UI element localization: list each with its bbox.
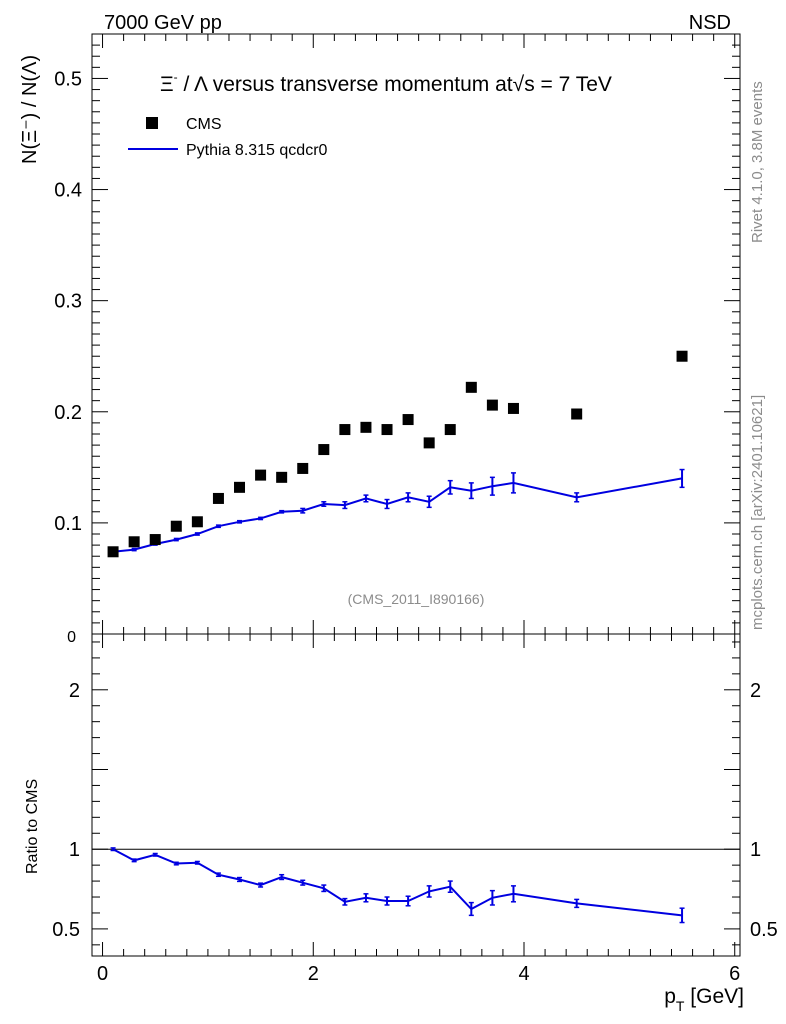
x-axis-label: pT [GeV]: [664, 985, 744, 1014]
plot-title: Ξ- / Λ versus transverse momentum at√s =…: [160, 70, 612, 96]
ratio-axis-ticks: [92, 634, 740, 956]
cms-data-point: [255, 469, 267, 481]
cms-data-point: [360, 421, 372, 433]
x-tick-label: 0: [97, 963, 108, 985]
legend-pythia-label: Pythia 8.315 qcdcr0: [186, 142, 328, 159]
main-axis-ticks: [92, 33, 740, 635]
cms-data-point: [276, 471, 288, 483]
x-axis-label-unit: [GeV]: [684, 985, 744, 1008]
main-y-tick-label: 0.3: [54, 291, 82, 313]
legend: CMS Pythia 8.315 qcdcr0: [128, 116, 328, 159]
pythia-line: [112, 477, 683, 553]
legend-cms-label: CMS: [186, 116, 222, 133]
ratio-y-tick-label-right: 2: [750, 680, 761, 702]
cms-data-point: [107, 546, 119, 558]
cms-data-point: [465, 381, 477, 393]
main-y-cut-label: 0: [67, 629, 76, 646]
main-y-tick-label: 0.1: [54, 513, 82, 535]
cms-data-point: [486, 399, 498, 411]
cms-data-point: [149, 534, 161, 546]
x-axis-label-subscript: T: [676, 998, 685, 1014]
ratio-frame: [91, 633, 741, 957]
x-axis-label-p: p: [664, 985, 676, 1008]
energy-label: 7000 GeV pp: [104, 12, 222, 34]
title-xi: Ξ: [160, 73, 174, 96]
cms-data-point: [297, 462, 309, 474]
main-y-axis-label: N(Ξ⁻) / N(Λ): [19, 55, 41, 164]
ratio-y-tick-label-right: 0.5: [750, 919, 778, 941]
main-y-tick-labels: 0.1 0.2 0.3 0.4 0.5: [54, 68, 82, 534]
ratio-y-axis-label: Ratio to CMS: [24, 779, 41, 874]
cms-data-point: [170, 520, 182, 532]
cms-data-point: [318, 444, 330, 456]
cms-data-point: [128, 536, 140, 548]
title-main-text: / Λ versus transverse momentum at: [178, 73, 513, 96]
legend-cms-marker: [146, 117, 158, 129]
cms-data-point: [402, 414, 414, 426]
ratio-y-tick-labels-right: 0.5 1 2: [750, 680, 778, 941]
x-tick-labels: 0 2 4 6: [97, 963, 740, 985]
ratio-y-tick-labels: 0.5 1 2: [52, 680, 80, 941]
main-data-layer: [107, 350, 688, 558]
cms-data-point: [234, 481, 246, 493]
cms-data-point: [507, 402, 519, 414]
cms-data-point: [444, 424, 456, 436]
cms-data-point: [191, 516, 203, 528]
ratio-y-tick-label: 1: [69, 839, 80, 861]
ratio-y-tick-label-right: 1: [750, 839, 761, 861]
x-tick-label: 4: [518, 963, 529, 985]
ratio-data-layer: [92, 847, 740, 924]
ratio-y-tick-label: 2: [69, 680, 80, 702]
main-y-tick-label: 0.2: [54, 402, 82, 424]
ratio-pythia-line: [112, 848, 683, 917]
cms-data-point: [381, 424, 393, 436]
ratio-panel: 0.5 1 2 0.5 1 2 0 2 4 6 Ratio to CMS pT [GeV]: [24, 633, 778, 1014]
rivet-version-label: Rivet 4.1.0, 3.8M events: [749, 81, 766, 243]
process-label: NSD: [689, 12, 731, 34]
title-sqrt-symbol: √: [513, 73, 525, 96]
cms-data-point: [212, 492, 224, 504]
main-panel: 0.1 0.2 0.3 0.4 0.5 0 Ξ- / Λ versus transver…: [19, 33, 741, 646]
cms-data-point: [423, 437, 435, 449]
x-tick-label: 6: [729, 963, 740, 985]
ratio-y-tick-label: 0.5: [52, 919, 80, 941]
mcplots-label: mcplots.cern.ch [arXiv:2401.10621]: [749, 395, 766, 630]
cms-data-point: [676, 350, 688, 362]
cms-data-point: [339, 424, 351, 436]
main-y-tick-label: 0.4: [54, 180, 82, 202]
main-y-tick-label: 0.5: [54, 68, 82, 90]
title-energy: s = 7 TeV: [524, 73, 612, 96]
cms-data-point: [571, 408, 583, 420]
x-tick-label: 2: [308, 963, 319, 985]
title-xi-superscript: -: [174, 70, 178, 84]
analysis-watermark: (CMS_2011_I890166): [348, 591, 485, 607]
